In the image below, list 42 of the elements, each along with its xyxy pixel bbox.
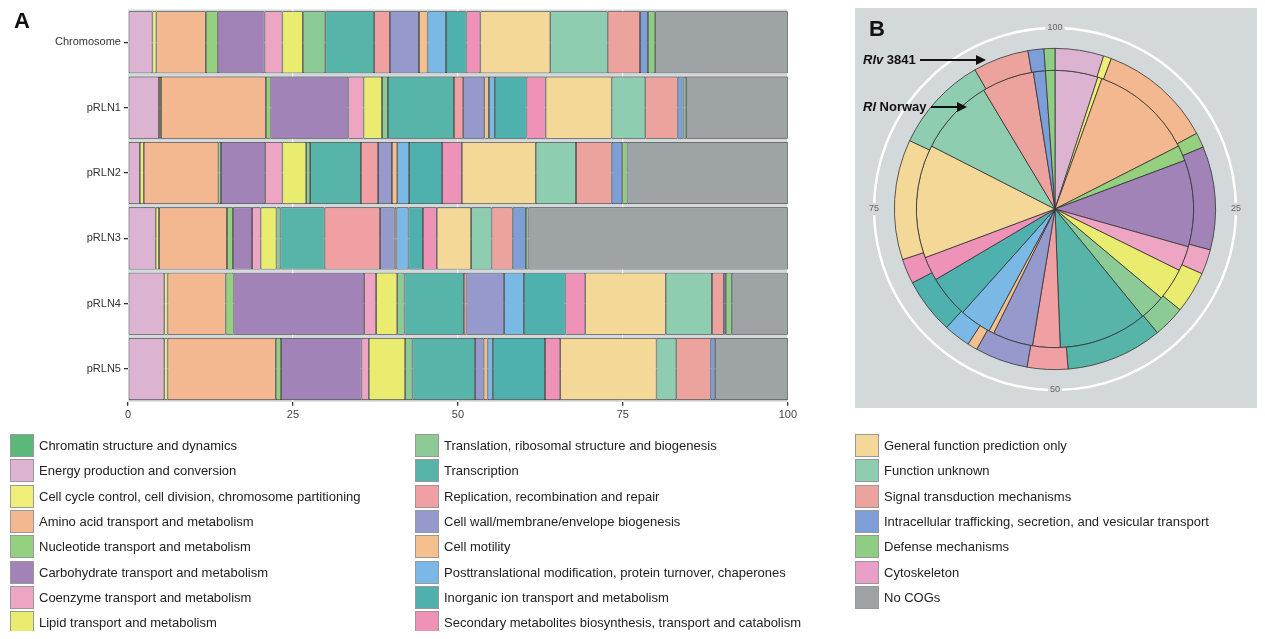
y-tick-label: pRLN4 (86, 296, 121, 309)
x-tick-label: 25 (286, 408, 300, 421)
legend-label: Chromatin structure and dynamics (39, 438, 237, 454)
text: 100 (1047, 22, 1063, 33)
legend-label: Posttranslational modification, protein turnover, chaperones (444, 564, 786, 580)
legend-label: Defense mechanisms (884, 539, 1009, 555)
legend-label: Cell motility (444, 539, 511, 555)
x-tick-label: 100 (778, 408, 797, 421)
y-tick-label: pRLN5 (86, 362, 121, 375)
legend-label: Transcription (444, 463, 519, 479)
legend-label: Energy production and conversion (39, 463, 237, 479)
text: 50 (1049, 384, 1061, 395)
legend-label: Coenzyme transport and metabolism (39, 589, 252, 605)
chart-title: A (14, 8, 30, 34)
x-tick-label: 50 (451, 408, 465, 421)
legend-label: Translation, ribosomal structure and biogenesis (444, 438, 717, 454)
legend-label: No COGs (884, 589, 941, 605)
legend-label: Secondary metabolites biosynthesis, transport and catabolism (444, 615, 801, 631)
legend-label: Signal transduction mechanisms (884, 488, 1072, 504)
text: 25 (1230, 203, 1242, 214)
legend-label: Replication, recombination and repair (444, 488, 660, 504)
legend-label: Cell wall/membrane/envelope biogenesis (444, 514, 681, 530)
legend-label: Cytoskeleton (884, 564, 960, 580)
legend-label: Amino acid transport and metabolism (39, 514, 254, 530)
y-tick-label: pRLN2 (86, 166, 121, 179)
legend-label: Function unknown (884, 463, 990, 479)
x-tick-label: 75 (616, 408, 629, 421)
y-tick-label: pRLN1 (86, 100, 121, 113)
text: 75 (868, 203, 880, 214)
legend-label: Inorganic ion transport and metabolism (444, 589, 669, 605)
legend-label: Lipid transport and metabolism (39, 615, 217, 631)
x-tick-label: 0 (124, 408, 132, 421)
legend-label: Intracellular trafficking, secretion, and vesicular transport (884, 514, 1209, 530)
y-tick-label: Chromosome (54, 35, 121, 48)
chart-title: B (869, 16, 885, 42)
legend-label: Carbohydrate transport and metabolism (39, 564, 269, 580)
y-tick-label: pRLN3 (86, 231, 121, 244)
legend-label: Cell cycle control, cell division, chromosome partitioning (39, 488, 361, 504)
legend-label: General function prediction only (884, 438, 1067, 454)
legend-label: Nucleotide transport and metabolism (39, 539, 251, 555)
slice-label: Rl Norway (863, 99, 927, 114)
slice-label: Rlv 3841 (863, 52, 916, 67)
